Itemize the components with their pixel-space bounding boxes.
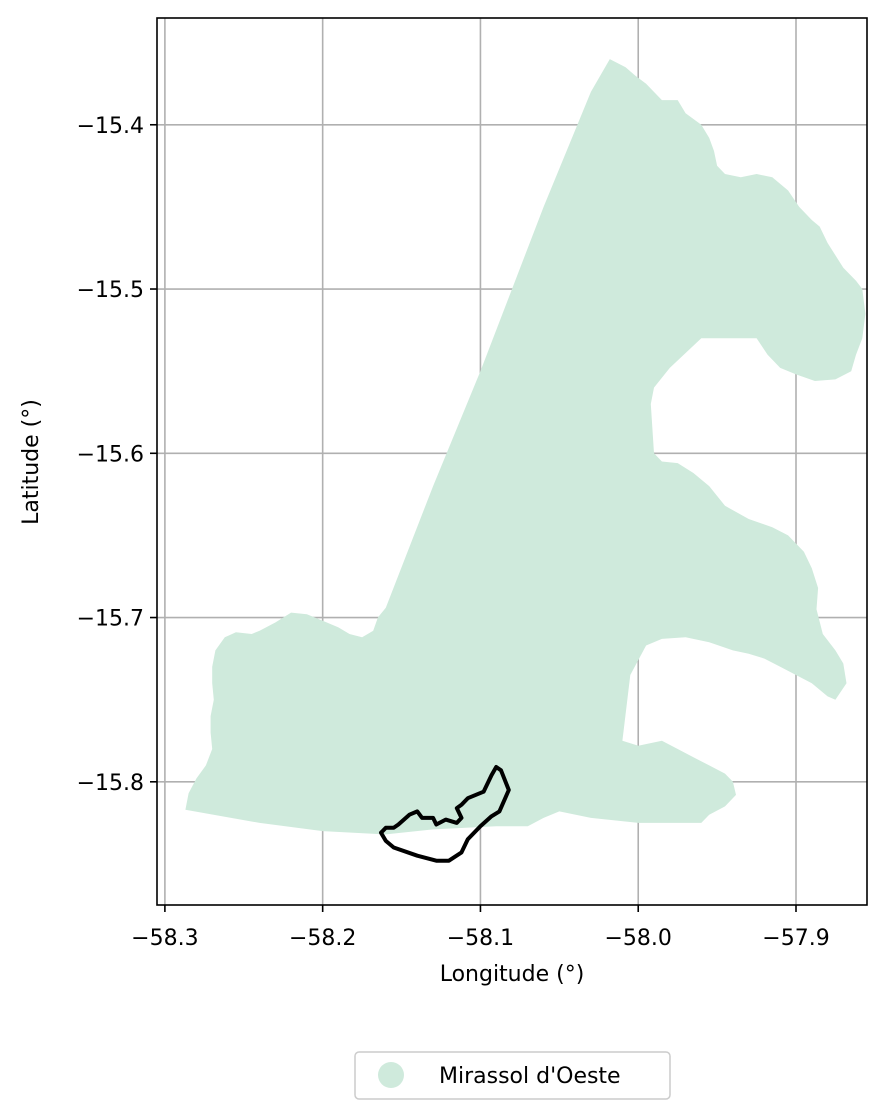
y-tick-label: −15.6	[77, 442, 144, 467]
legend-frame	[354, 1051, 671, 1100]
x-axis-label: Longitude (°)	[440, 962, 585, 987]
plot-frame	[156, 17, 868, 906]
highlighted-area-outline	[379, 765, 511, 863]
x-tick-label: −58.2	[289, 926, 356, 951]
x-tick-label: −57.9	[762, 926, 829, 951]
y-tick-label: −15.4	[77, 114, 144, 139]
municipality-region	[185, 59, 866, 835]
x-tick-label: −58.0	[605, 926, 672, 951]
y-tick-label: −15.8	[77, 771, 144, 796]
x-tick-label: −58.3	[131, 926, 198, 951]
y-tick-label: −15.5	[77, 278, 144, 303]
legend: Mirassol d'Oeste	[354, 1051, 671, 1100]
legend-label: Mirassol d'Oeste	[439, 1064, 621, 1089]
y-tick-label: −15.7	[77, 607, 144, 632]
y-axis-label: Latitude (°)	[19, 399, 44, 525]
y-axis: −15.4 −15.5 −15.6 −15.7 −15.8	[77, 114, 157, 796]
map-layer	[185, 59, 866, 863]
x-axis: −58.3 −58.2 −58.1 −58.0 −57.9	[131, 905, 830, 951]
x-tick-label: −58.1	[447, 926, 514, 951]
legend-swatch	[378, 1062, 404, 1088]
